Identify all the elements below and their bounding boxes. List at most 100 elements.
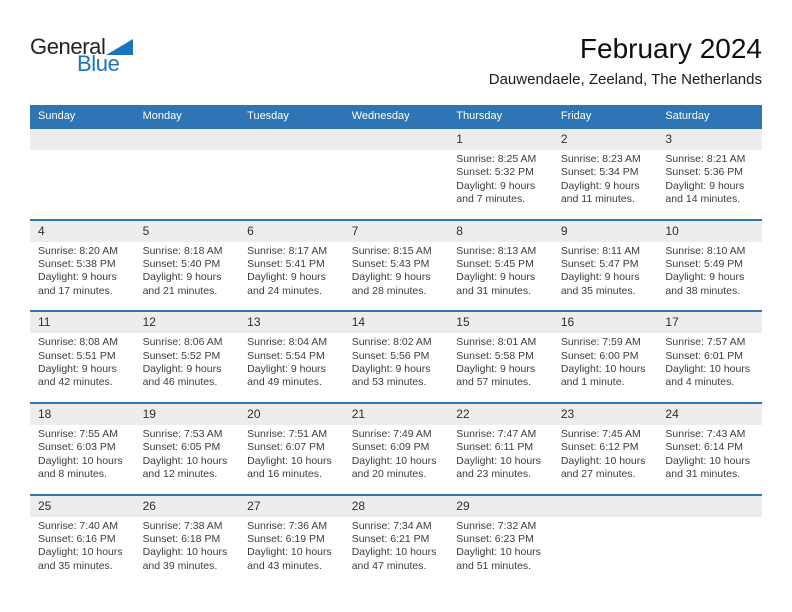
sunset-text: Sunset: 5:51 PM [38,349,116,362]
day-number: 9 [560,223,568,238]
daylight-text: Daylight: 10 hours [351,454,437,467]
empty-day-number [30,129,135,150]
sunrise-text: Sunrise: 8:08 AM [38,336,118,349]
sunset-text: Sunset: 5:40 PM [142,258,221,271]
sunrise-text: Sunrise: 7:59 AM [560,336,641,349]
week-row: 25 26 27 28 29 Sunrise: 7:40 AM Sunset: 6:16 P… [30,493,762,586]
day-number: 7 [351,223,359,238]
daylight-text: and 1 minute. [560,376,625,389]
sunrise-text: Sunrise: 8:18 AM [142,244,223,257]
logo-text-general: General [30,34,106,59]
empty-day-cell [553,517,658,586]
day-cell: Sunrise: 8:21 AM Sunset: 5:36 PM Daylight:… [657,150,762,219]
sunset-text: Sunset: 6:09 PM [351,441,430,454]
day-number: 14 [351,315,366,330]
general-blue-logo: General Blue [30,34,134,75]
day-number: 29 [456,498,470,513]
day-number-band: 25 26 27 28 29 [30,495,762,517]
day-cell: Sunrise: 7:36 AM Sunset: 6:19 PM Daylight:… [239,517,344,586]
daylight-text: Daylight: 9 hours [560,179,640,192]
day-cell: Sunrise: 8:23 AM Sunset: 5:34 PM Daylight:… [553,150,658,219]
day-cell: Sunrise: 8:18 AM Sunset: 5:40 PM Daylight:… [135,242,240,311]
daylight-text: Daylight: 9 hours [247,271,326,284]
sunset-text: Sunset: 6:18 PM [142,532,221,545]
sunrise-text: Sunrise: 7:51 AM [247,427,328,440]
sunrise-text: Sunrise: 8:06 AM [142,336,223,349]
calendar-table: Sunday Monday Tuesday Wednesday Thursday Frid… [30,105,762,585]
day-cell: Sunrise: 7:45 AM Sunset: 6:12 PM Daylight:… [553,425,658,494]
sunrise-text: Sunrise: 8:23 AM [560,153,641,165]
page-title: February 2024 [579,33,762,64]
sunset-text: Sunset: 6:21 PM [351,532,430,545]
day-cell: Sunrise: 7:47 AM Sunset: 6:11 PM Daylight:… [448,425,553,494]
empty-day-cell [30,150,135,219]
daylight-text: Daylight: 10 hours [665,363,751,376]
sunset-text: Sunset: 6:14 PM [665,441,744,454]
sunset-text: Sunset: 6:12 PM [560,441,639,454]
sunset-text: Sunset: 6:16 PM [38,532,116,545]
daylight-text: and 8 minutes. [38,468,107,481]
week-row: 18 19 20 21 22 23 24 Sunrise: 7:55 AM Sunset: 6:… [30,401,762,494]
daylight-text: and 14 minutes. [665,193,741,206]
daylight-text: Daylight: 10 hours [351,546,437,559]
daylight-text: Daylight: 10 hours [665,454,751,467]
sunset-text: Sunset: 5:41 PM [247,258,325,271]
daylight-text: and 31 minutes. [665,468,741,481]
day-number: 23 [560,406,575,421]
day-number: 20 [247,406,261,421]
sunrise-text: Sunrise: 7:49 AM [351,427,432,440]
day-cell: Sunrise: 8:15 AM Sunset: 5:43 PM Daylight:… [344,242,449,311]
day-cell: Sunrise: 8:25 AM Sunset: 5:32 PM Daylight:… [448,150,553,219]
daylight-text: Daylight: 10 hours [38,454,123,467]
daylight-text: and 39 minutes. [142,559,218,572]
day-number: 11 [38,315,51,330]
daylight-text: and 16 minutes. [247,468,322,481]
logo-triangle-icon [106,39,134,55]
daylight-text: Daylight: 10 hours [560,454,646,467]
day-number: 18 [38,406,52,421]
daylight-text: and 53 minutes. [351,376,427,389]
day-cell: Sunrise: 7:51 AM Sunset: 6:07 PM Daylight:… [239,425,344,494]
daylight-text: Daylight: 9 hours [456,363,536,376]
day-cell: Sunrise: 7:38 AM Sunset: 6:18 PM Daylight:… [135,517,240,586]
weekday-header-tuesday: Tuesday [247,110,289,122]
sunset-text: Sunset: 6:07 PM [247,441,325,454]
day-number: 13 [247,315,261,330]
sunrise-text: Sunrise: 8:17 AM [247,244,328,257]
day-number: 1 [456,132,463,146]
day-cell: Sunrise: 8:17 AM Sunset: 5:41 PM Daylight:… [239,242,344,311]
day-cell: Sunrise: 7:53 AM Sunset: 6:05 PM Daylight:… [135,425,240,494]
daylight-text: and 51 minutes. [456,559,531,572]
day-content-band: Sunrise: 8:25 AM Sunset: 5:32 PM Daylight:… [30,150,762,219]
daylight-text: Daylight: 9 hours [351,271,431,284]
daylight-text: and 21 minutes. [142,284,218,297]
sunset-text: Sunset: 5:58 PM [456,349,534,362]
weekday-header-friday: Friday [560,110,592,122]
day-number: 12 [142,315,156,330]
daylight-text: Daylight: 9 hours [38,271,117,284]
daylight-text: Daylight: 10 hours [38,546,123,559]
weeks-container: 1 2 3 Sunrise: 8:25 AM Sunset: 5:32 PM Daylig… [30,127,762,585]
day-cell: Sunrise: 7:49 AM Sunset: 6:09 PM Daylight:… [344,425,449,494]
sunrise-text: Sunrise: 8:02 AM [351,336,432,349]
sunset-text: Sunset: 6:01 PM [665,349,744,362]
sunrise-text: Sunrise: 8:10 AM [665,244,746,257]
daylight-text: Daylight: 10 hours [247,454,332,467]
weekday-header-wednesday: Wednesday [351,110,410,122]
day-number: 16 [560,315,575,330]
day-cell: Sunrise: 8:08 AM Sunset: 5:51 PM Daylight:… [30,333,135,402]
day-number: 6 [247,223,254,238]
sunrise-text: Sunrise: 7:57 AM [665,336,746,349]
sunrise-text: Sunrise: 8:21 AM [665,153,746,165]
daylight-text: Daylight: 9 hours [456,179,536,192]
sunrise-text: Sunrise: 8:20 AM [38,244,118,257]
sunset-text: Sunset: 5:49 PM [665,258,744,271]
weekday-header-thursday: Thursday [456,110,503,122]
day-cell: Sunrise: 7:43 AM Sunset: 6:14 PM Daylight:… [657,425,762,494]
daylight-text: and 46 minutes. [142,376,218,389]
daylight-text: Daylight: 9 hours [351,363,431,376]
sunset-text: Sunset: 6:00 PM [560,349,639,362]
day-number-band: 18 19 20 21 22 23 24 [30,403,762,425]
day-number: 3 [665,132,673,146]
weekday-header-sunday: Sunday [38,110,76,122]
